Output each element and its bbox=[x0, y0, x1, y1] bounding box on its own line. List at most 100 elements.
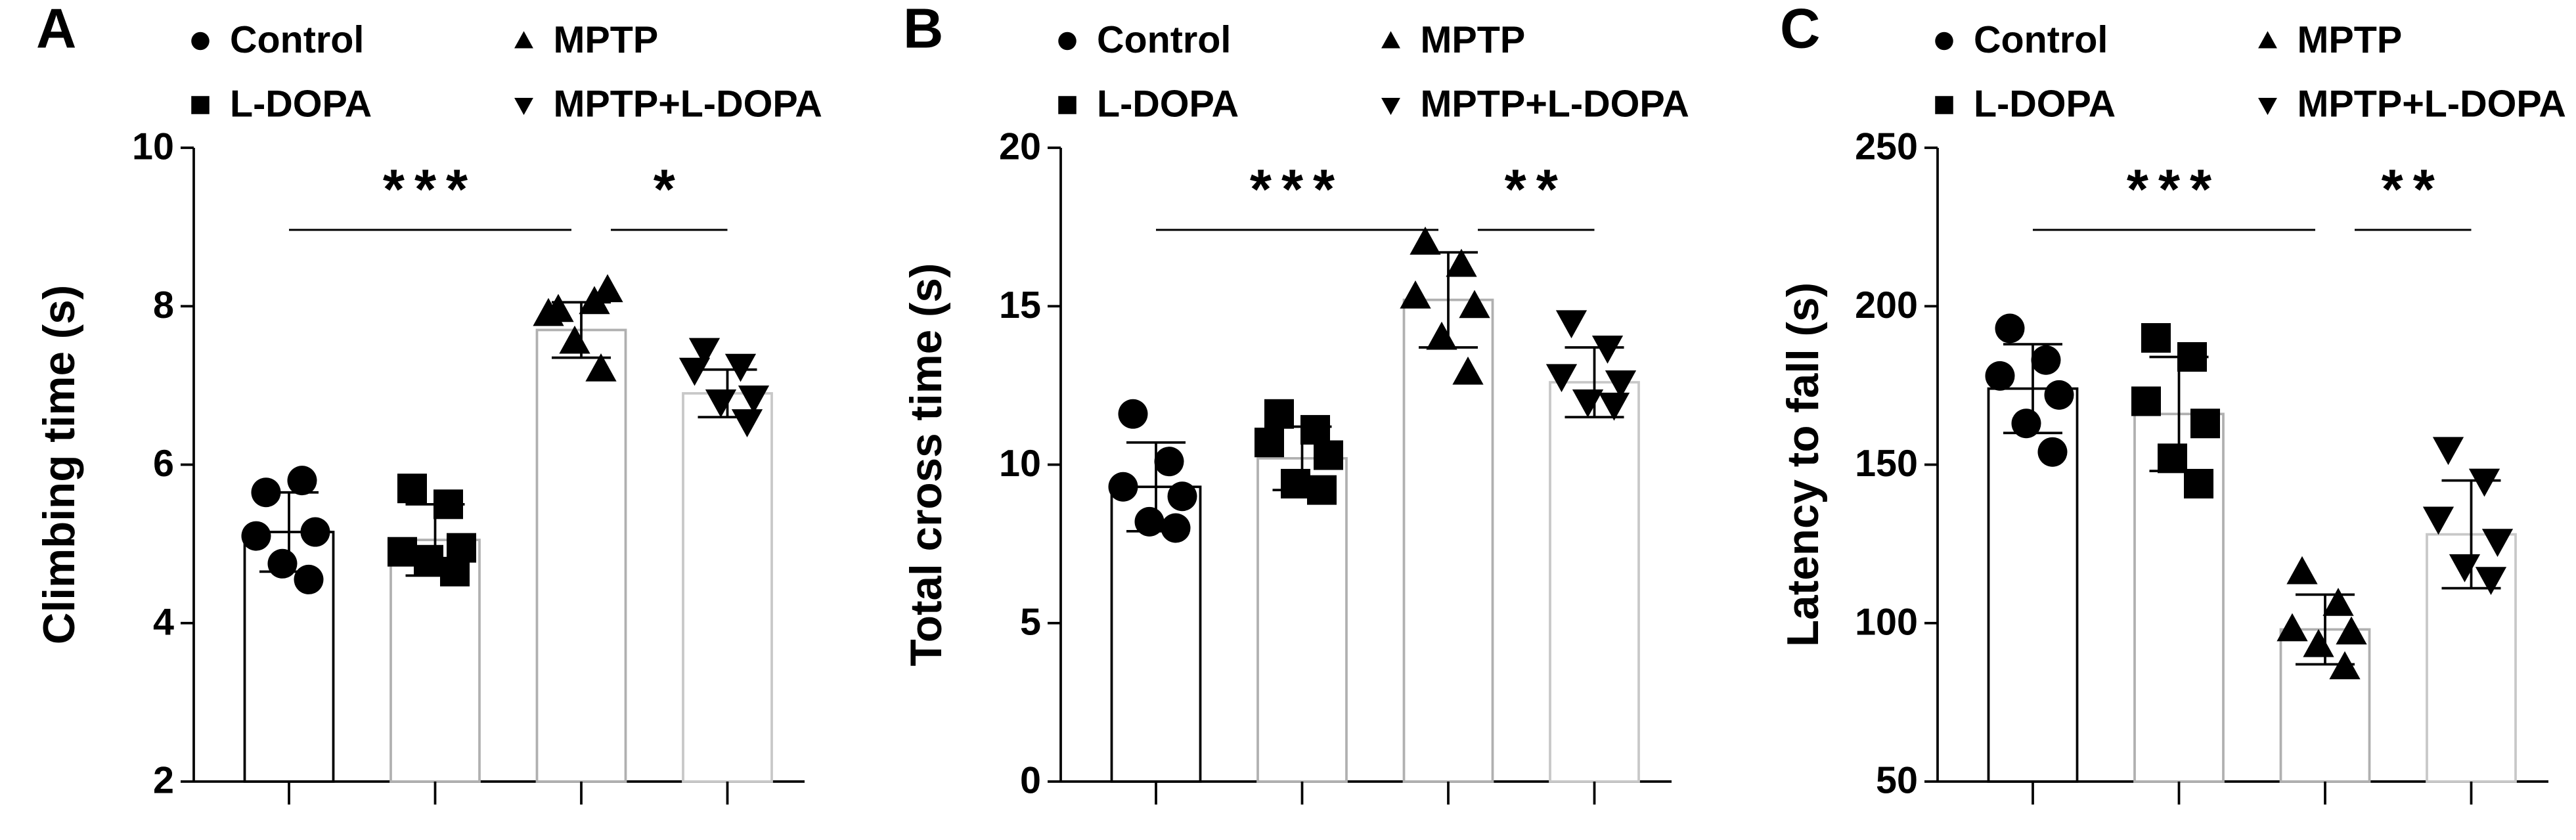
data-point bbox=[2190, 409, 2220, 439]
error-bar bbox=[551, 301, 611, 359]
data-point bbox=[585, 353, 617, 382]
data-point bbox=[724, 353, 757, 382]
data-point bbox=[2481, 529, 2514, 558]
data-point bbox=[1985, 361, 2015, 391]
data-point bbox=[300, 517, 330, 547]
data-point bbox=[1995, 313, 2025, 343]
legend-marker bbox=[514, 31, 533, 49]
error-bar bbox=[2003, 343, 2062, 435]
data-point bbox=[1452, 356, 1484, 385]
y-tick-label: 4 bbox=[153, 601, 174, 643]
error-bar bbox=[405, 502, 465, 577]
error-bar bbox=[2295, 593, 2355, 666]
y-axis-label: Climbing time (s) bbox=[35, 285, 84, 645]
legend-label: Control bbox=[1097, 19, 1231, 61]
legend-marker bbox=[1935, 96, 1953, 114]
error-bar bbox=[698, 368, 757, 418]
data-point bbox=[592, 274, 623, 303]
data-point bbox=[1591, 335, 1624, 364]
y-tick-label: 100 bbox=[1855, 601, 1918, 643]
bar bbox=[1256, 456, 1348, 783]
data-point bbox=[287, 466, 317, 496]
significance-label: *** bbox=[1250, 158, 1344, 221]
data-point bbox=[267, 548, 298, 579]
legend-marker bbox=[1058, 96, 1077, 114]
error-bar bbox=[259, 491, 319, 573]
bar bbox=[1402, 298, 1494, 783]
data-point bbox=[1598, 392, 1630, 421]
legend-marker bbox=[1381, 98, 1400, 116]
data-point bbox=[2468, 468, 2500, 497]
data-point bbox=[1555, 310, 1588, 339]
data-point bbox=[1118, 399, 1148, 429]
bar bbox=[535, 328, 627, 783]
y-tick-label: 200 bbox=[1855, 284, 1918, 326]
y-axis-label: Latency to fall (s) bbox=[1779, 282, 1828, 647]
data-point bbox=[2184, 468, 2213, 498]
legend-label: L-DOPA bbox=[1974, 83, 2116, 125]
legend-label: L-DOPA bbox=[230, 83, 372, 125]
error-bar bbox=[1418, 251, 1478, 349]
data-point bbox=[1400, 280, 1431, 309]
y-tick-label: 20 bbox=[999, 126, 1041, 168]
data-point bbox=[2475, 567, 2507, 595]
y-axis-label: Total cross time (s) bbox=[902, 263, 951, 667]
panel-label: C bbox=[1780, 0, 1820, 60]
data-point bbox=[388, 537, 417, 567]
legend-label: MPTP bbox=[1421, 19, 1526, 61]
data-point bbox=[2158, 443, 2187, 474]
data-point bbox=[2432, 437, 2464, 466]
y-tick-label: 150 bbox=[1855, 443, 1918, 485]
bar bbox=[1549, 381, 1640, 783]
data-point bbox=[2141, 323, 2171, 353]
data-point bbox=[688, 338, 721, 366]
legend-label: MPTP+L-DOPA bbox=[1421, 83, 1689, 125]
data-point bbox=[1108, 472, 1138, 502]
legend-label: Control bbox=[1974, 19, 2108, 61]
bar bbox=[682, 392, 773, 783]
data-point bbox=[397, 474, 427, 504]
data-point bbox=[533, 298, 564, 326]
error-bar bbox=[1126, 441, 1186, 533]
data-point bbox=[1154, 447, 1184, 477]
data-point bbox=[1313, 440, 1343, 470]
legend-marker bbox=[1381, 31, 1400, 49]
data-point bbox=[1281, 468, 1310, 498]
legend-marker bbox=[2258, 98, 2277, 116]
data-point bbox=[2044, 380, 2074, 410]
data-point bbox=[1255, 428, 1284, 458]
data-point bbox=[2336, 616, 2367, 645]
data-point bbox=[440, 556, 470, 586]
y-tick-label: 15 bbox=[999, 284, 1041, 326]
significance-label: * bbox=[654, 158, 685, 221]
y-tick-label: 2 bbox=[153, 760, 174, 802]
legend-label: MPTP bbox=[554, 19, 659, 61]
significance-label: *** bbox=[383, 158, 477, 221]
y-tick-label: 6 bbox=[153, 443, 174, 485]
data-point bbox=[1446, 248, 1477, 277]
y-tick-label: 10 bbox=[132, 126, 174, 168]
error-bar bbox=[1565, 346, 1624, 418]
significance-label: ** bbox=[1505, 158, 1568, 221]
legend-label: Control bbox=[230, 19, 364, 61]
significance-label: ** bbox=[2382, 158, 2445, 221]
data-point bbox=[2286, 556, 2318, 585]
data-point bbox=[1545, 364, 1578, 393]
data-point bbox=[2422, 506, 2454, 535]
data-point bbox=[738, 385, 770, 414]
error-bar bbox=[1272, 425, 1332, 491]
data-point bbox=[294, 564, 324, 594]
data-point bbox=[2322, 588, 2354, 616]
error-bar bbox=[2441, 479, 2501, 590]
panel-label: A bbox=[36, 0, 76, 60]
y-tick-label: 250 bbox=[1855, 126, 1918, 168]
data-point bbox=[1459, 290, 1490, 319]
legend-label: MPTP bbox=[2298, 19, 2403, 61]
y-tick-label: 5 bbox=[1020, 601, 1041, 643]
legend-marker bbox=[514, 98, 533, 116]
legend-label: MPTP+L-DOPA bbox=[2298, 83, 2566, 125]
data-point bbox=[2037, 437, 2068, 467]
legend-marker bbox=[191, 32, 210, 51]
legend-marker bbox=[191, 96, 210, 114]
data-point bbox=[414, 544, 443, 575]
